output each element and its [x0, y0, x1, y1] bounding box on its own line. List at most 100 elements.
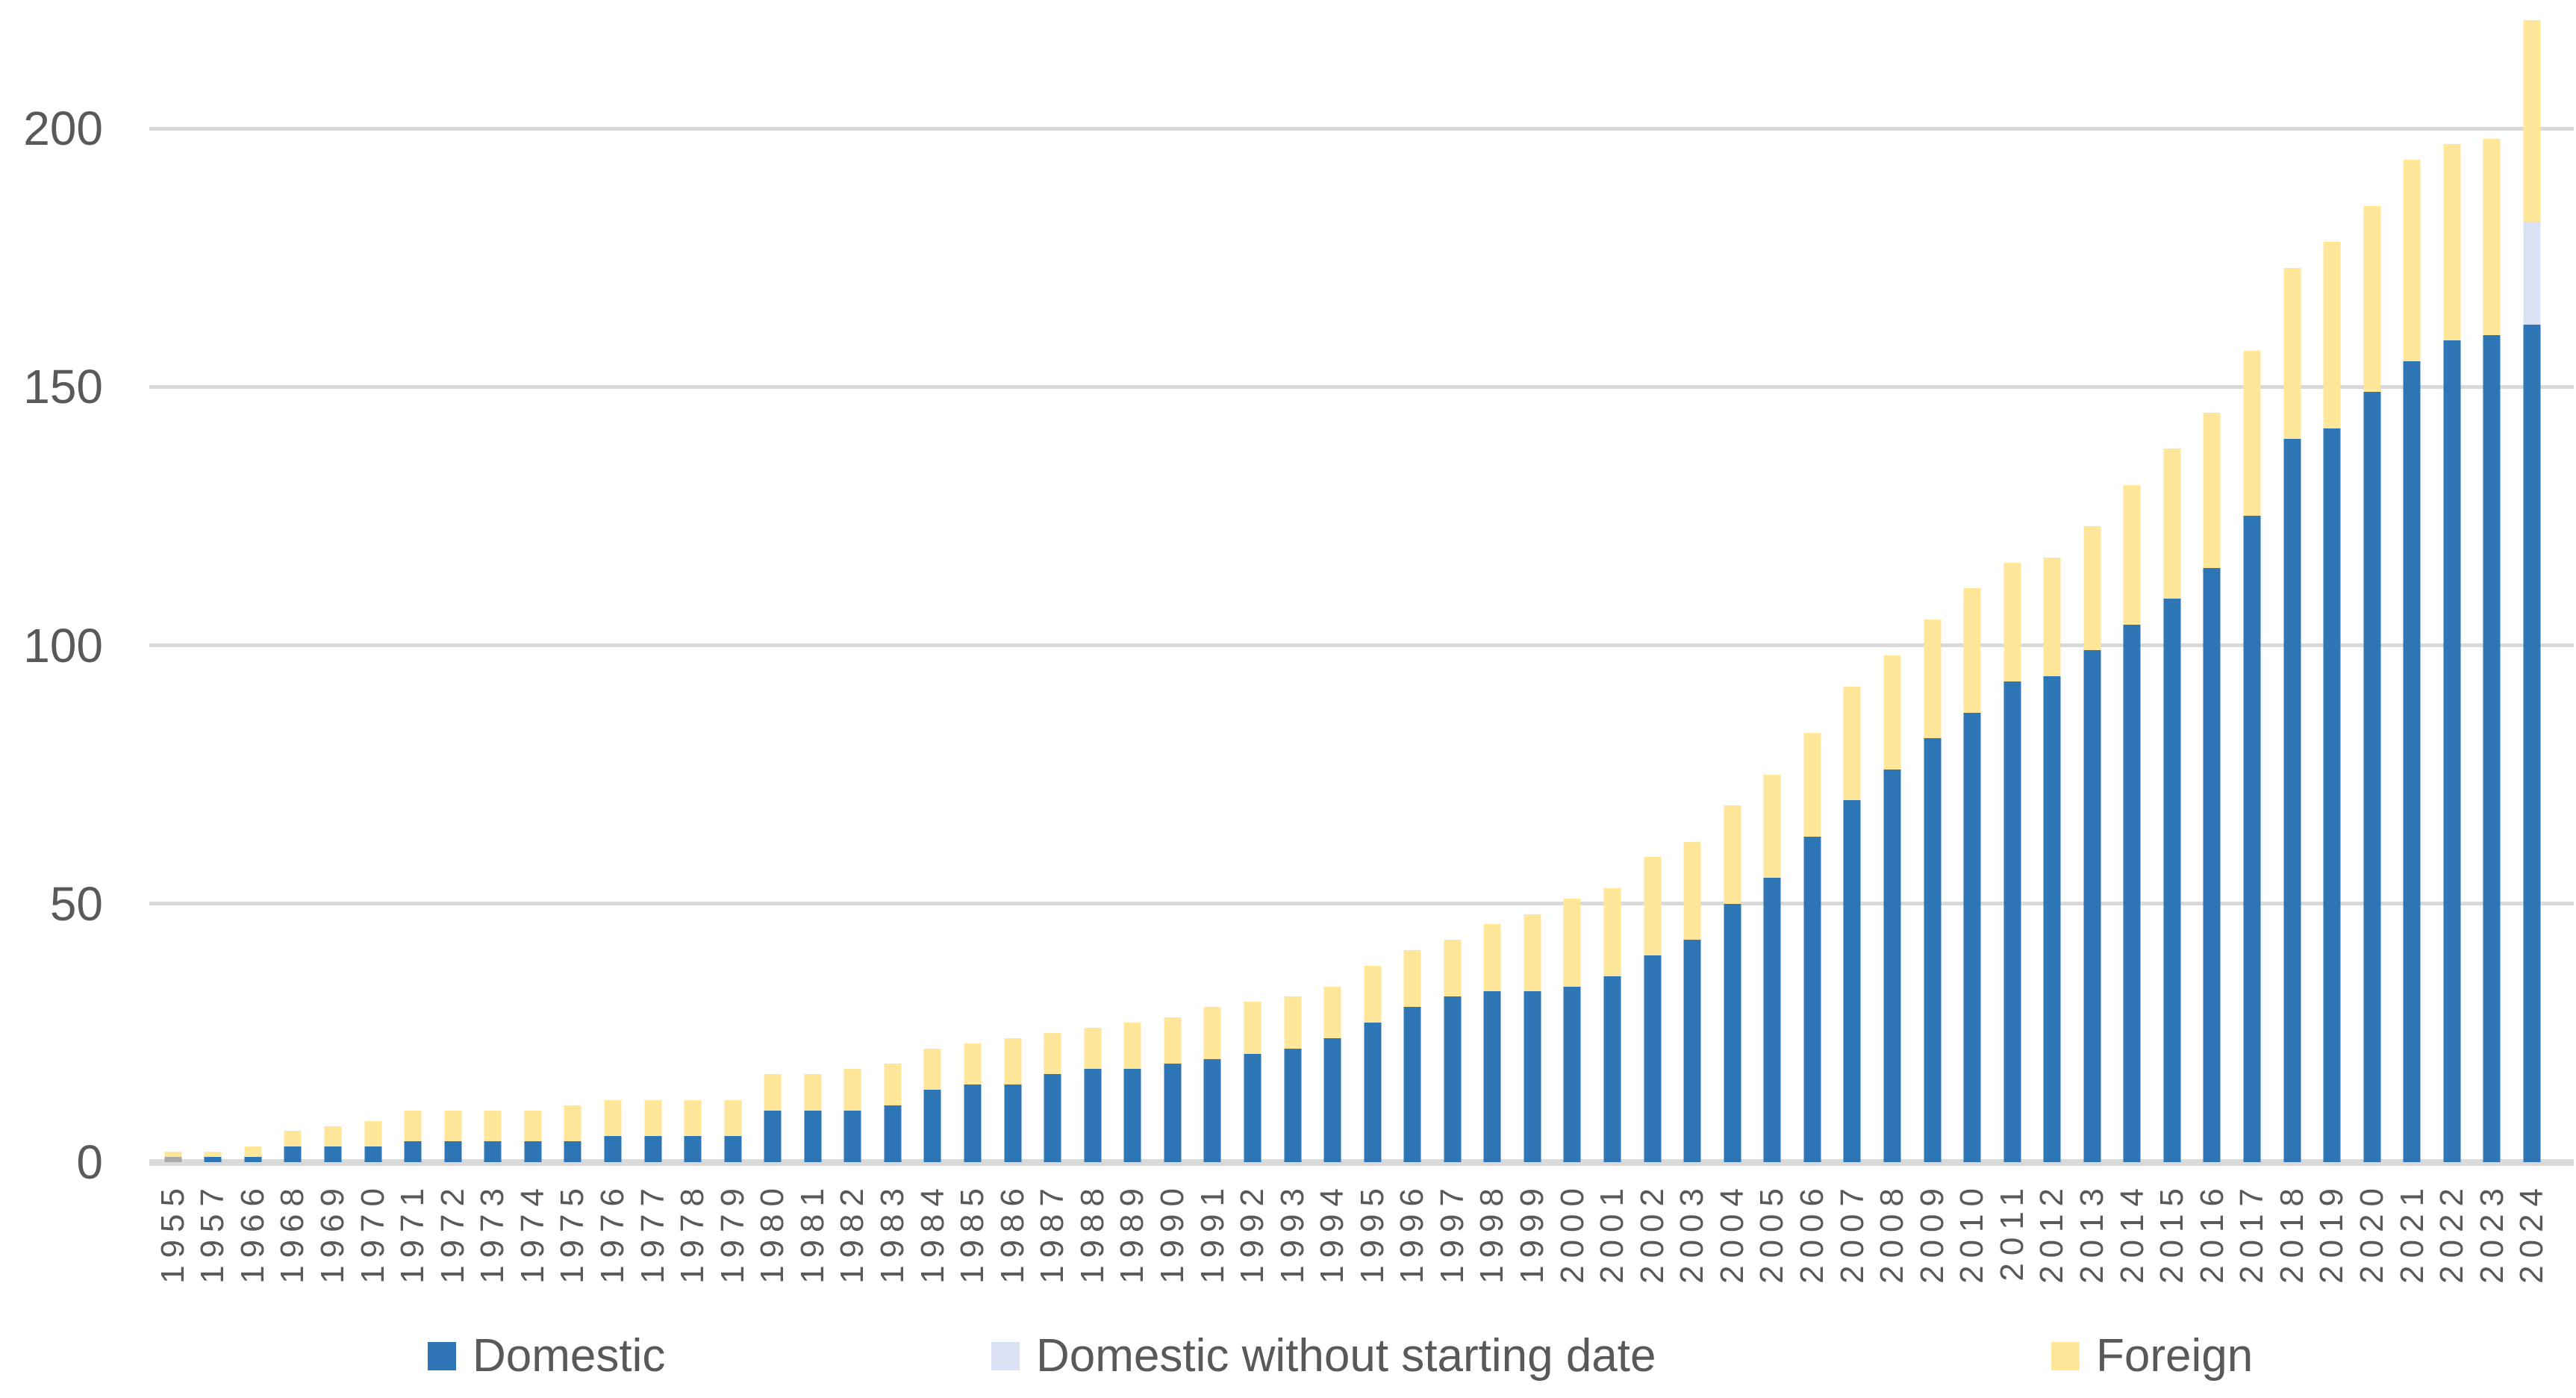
x-axis-label-1985: 1985	[954, 1181, 991, 1284]
segment-domestic-1971	[404, 1141, 422, 1162]
bar-slot-2009	[1912, 0, 1953, 1162]
segment-domestic-1970	[364, 1146, 382, 1162]
segment-domestic-2013	[2083, 650, 2101, 1162]
bar-1977	[644, 1099, 662, 1162]
bar-2013	[2083, 526, 2101, 1162]
bar-2003	[1683, 841, 1701, 1162]
x-axis-label-1978: 1978	[674, 1181, 711, 1284]
x-axis-label-1968: 1968	[274, 1181, 311, 1284]
segment-foreign-2002	[1644, 857, 1662, 955]
x-axis-label-2022: 2022	[2433, 1181, 2471, 1284]
segment-foreign-1999	[1524, 914, 1541, 992]
x-axis-label-1970: 1970	[354, 1181, 391, 1284]
segment-domestic-2000	[1563, 986, 1581, 1162]
bar-1971	[404, 1110, 422, 1162]
x-axis-label-1996: 1996	[1394, 1181, 1431, 1284]
legend-swatch-icon	[2051, 1342, 2080, 1370]
segment-domestic-without-starting-date-2024	[2523, 221, 2541, 325]
segment-domestic-1973	[484, 1141, 502, 1162]
segment-domestic-1996	[1403, 1007, 1421, 1162]
bar-slot-2013	[2072, 0, 2112, 1162]
bar-slot-2000	[1553, 0, 1593, 1162]
segment-foreign-1992	[1244, 1002, 1262, 1054]
bar-slot-1988	[1073, 0, 1113, 1162]
bar-slot-1957	[193, 0, 234, 1162]
x-axis-label-1955: 1955	[154, 1181, 191, 1284]
bar-slot-1994	[1312, 0, 1353, 1162]
x-axis-label-1983: 1983	[873, 1181, 911, 1284]
x-axis-label-1971: 1971	[394, 1181, 431, 1284]
segment-domestic-1993	[1284, 1048, 1302, 1162]
segment-foreign-2008	[1883, 655, 1901, 770]
bar-1998	[1483, 924, 1501, 1162]
bar-1996	[1403, 950, 1421, 1162]
bar-2020	[2363, 205, 2381, 1162]
y-axis-tick-label: 100	[23, 618, 103, 673]
segment-foreign-2000	[1563, 898, 1581, 987]
bar-slot-1976	[593, 0, 633, 1162]
x-axis-label-1998: 1998	[1473, 1181, 1511, 1284]
segment-foreign-1990	[1164, 1017, 1182, 1064]
bar-slot-1997	[1432, 0, 1473, 1162]
segment-foreign-2020	[2363, 205, 2381, 393]
x-axis-label-2005: 2005	[1753, 1181, 1791, 1284]
x-axis-label-2020: 2020	[2353, 1181, 2390, 1284]
y-axis-tick-label: 200	[23, 102, 103, 155]
bar-2007	[1843, 686, 1861, 1162]
segment-unlabeled-gray-segment-1955	[164, 1157, 182, 1162]
segment-foreign-2022	[2443, 143, 2461, 340]
bar-slot-2005	[1753, 0, 1793, 1162]
x-axis-label-1989: 1989	[1114, 1181, 1151, 1284]
segment-foreign-2004	[1724, 805, 1741, 904]
segment-domestic-1999	[1524, 991, 1541, 1162]
bar-slot-1990	[1153, 0, 1193, 1162]
bar-2008	[1883, 655, 1901, 1162]
bar-slot-1996	[1392, 0, 1432, 1162]
plot-area	[153, 0, 2552, 1162]
x-axis-label-1973: 1973	[474, 1181, 511, 1284]
legend: Domestic Domestic without starting date Fo…	[0, 1333, 2576, 1379]
segment-foreign-2013	[2083, 526, 2101, 651]
bar-1992	[1244, 1002, 1262, 1162]
x-axis-label-1982: 1982	[834, 1181, 871, 1284]
segment-foreign-1993	[1284, 996, 1302, 1049]
segment-domestic-2010	[1963, 712, 1981, 1162]
bar-slot-2002	[1632, 0, 1673, 1162]
bar-slot-1999	[1512, 0, 1553, 1162]
x-axis-label-2008: 2008	[1874, 1181, 1911, 1284]
segment-domestic-2001	[1603, 976, 1621, 1162]
x-axis-label-2016: 2016	[2193, 1181, 2230, 1284]
bar-slot-2001	[1592, 0, 1632, 1162]
bar-2015	[2163, 449, 2181, 1162]
segment-domestic-1983	[884, 1105, 902, 1162]
x-axis-label-2002: 2002	[1633, 1181, 1671, 1284]
segment-foreign-2023	[2483, 138, 2501, 335]
bar-slot-1975	[553, 0, 593, 1162]
bar-slot-2004	[1712, 0, 1753, 1162]
segment-domestic-1978	[684, 1136, 702, 1162]
legend-item-foreign: Foreign	[2051, 1333, 2253, 1379]
segment-foreign-1983	[884, 1064, 902, 1105]
segment-domestic-2002	[1644, 955, 1662, 1162]
bar-1988	[1084, 1027, 1102, 1162]
x-axis-label-2001: 2001	[1594, 1181, 1631, 1284]
segment-domestic-1990	[1164, 1064, 1182, 1162]
x-axis-label-1979: 1979	[714, 1181, 751, 1284]
segment-domestic-1979	[724, 1136, 742, 1162]
bar-1973	[484, 1110, 502, 1162]
bar-1993	[1284, 996, 1302, 1162]
segment-domestic-2008	[1883, 769, 1901, 1162]
segment-foreign-2019	[2323, 242, 2341, 428]
bar-slot-1977	[633, 0, 673, 1162]
x-axis-label-2023: 2023	[2473, 1181, 2510, 1284]
segment-foreign-1988	[1084, 1027, 1102, 1070]
bar-slot-1969	[313, 0, 353, 1162]
segment-domestic-1966	[244, 1157, 262, 1162]
segment-domestic-1972	[444, 1141, 462, 1162]
x-axis-label-2013: 2013	[2073, 1181, 2110, 1284]
segment-foreign-1977	[644, 1099, 662, 1137]
bar-2016	[2203, 412, 2221, 1162]
bar-2009	[1924, 619, 1942, 1162]
segment-foreign-2012	[2043, 557, 2061, 677]
